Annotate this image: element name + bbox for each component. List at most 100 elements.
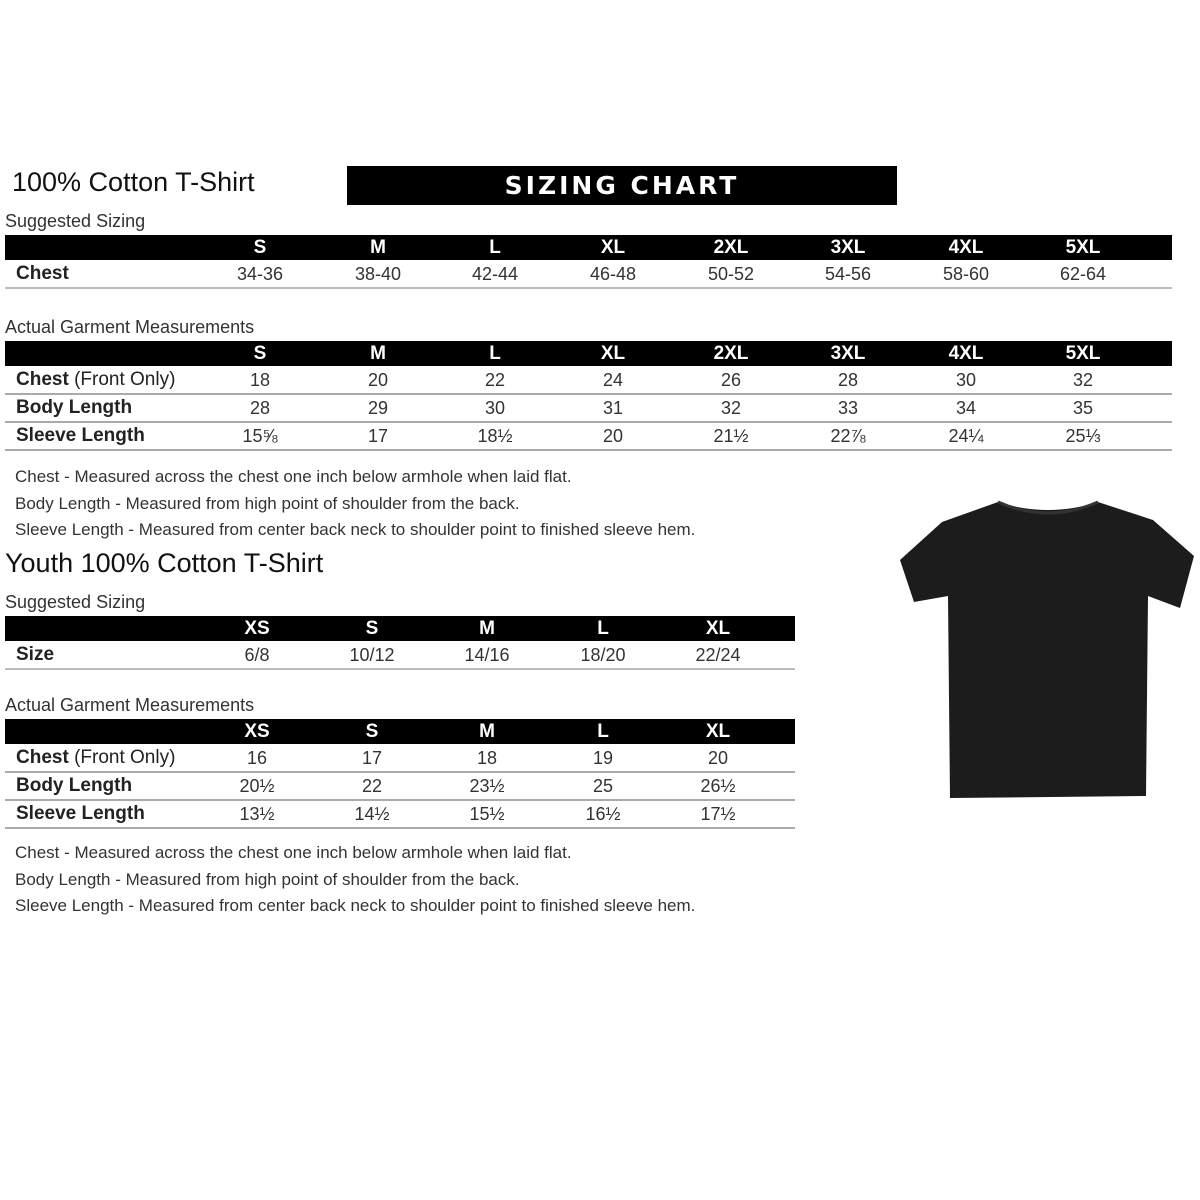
table-row: Body Length 28 29 30 31 32 33 34 35 — [5, 394, 1172, 423]
table-cell: 26 — [720, 370, 742, 390]
size-header: 4XL — [948, 343, 984, 364]
table-cell: 18½ — [477, 426, 513, 446]
header-bar: S M L XL 2XL 3XL 4XL 5XL — [5, 235, 1172, 260]
table-row: Sleeve Length 15⅝ 17 18½ 20 21½ 22⅞ 24¼ 25⅓ — [5, 422, 1172, 451]
size-header: 3XL — [830, 237, 866, 258]
table-cell: 54-56 — [824, 264, 872, 284]
table-cell: 24¼ — [948, 426, 984, 446]
note-line: Chest - Measured across the chest one in… — [15, 843, 572, 862]
table-cell: 24 — [602, 370, 624, 390]
size-header: M — [479, 721, 495, 742]
size-header: M — [479, 618, 495, 639]
note-line: Sleeve Length - Measured from center bac… — [15, 896, 696, 915]
table-cell: 33 — [837, 398, 859, 418]
table-cell: 18 — [249, 370, 271, 390]
adult-suggested-label: Suggested Sizing — [5, 211, 146, 231]
size-header: L — [597, 618, 609, 639]
table-cell: 18 — [476, 748, 498, 768]
table-cell: 32 — [720, 398, 742, 418]
table-cell: 22⅞ — [830, 426, 866, 446]
table-row: Chest (Front Only) 18 20 22 24 26 28 30 32 — [5, 366, 1172, 395]
table-cell: 62-64 — [1059, 264, 1107, 284]
table-cell: 35 — [1072, 398, 1094, 418]
table-cell: 29 — [367, 398, 389, 418]
size-header: 3XL — [830, 343, 866, 364]
table-cell: 18/20 — [580, 645, 626, 665]
table-cell: 34 — [955, 398, 977, 418]
size-header: 5XL — [1065, 237, 1101, 258]
table-cell: 23½ — [469, 776, 505, 796]
table-cell: 25 — [592, 776, 614, 796]
table-cell: 21½ — [713, 426, 749, 446]
table-cell: 58-60 — [942, 264, 990, 284]
note-line: Body Length - Measured from high point o… — [15, 869, 520, 889]
size-header: L — [597, 721, 609, 742]
size-header: 2XL — [713, 343, 749, 364]
note-line: Sleeve Length - Measured from center bac… — [15, 520, 696, 539]
table-cell: 20½ — [239, 776, 275, 796]
table-cell: 42-44 — [471, 264, 519, 284]
table-cell: 38-40 — [354, 264, 402, 284]
table-cell: 20 — [367, 370, 389, 390]
row-label-wrap: Chest (Front Only) — [16, 369, 175, 391]
table-cell: 19 — [592, 748, 614, 768]
table-cell: 22 — [484, 370, 506, 390]
table-cell: 22/24 — [695, 645, 741, 665]
row-label: Chest — [16, 263, 69, 284]
size-header: M — [370, 237, 386, 258]
youth-suggested-label: Suggested Sizing — [5, 592, 146, 612]
size-header: 4XL — [948, 237, 984, 258]
table-cell: 25⅓ — [1065, 426, 1101, 446]
size-header: 5XL — [1065, 343, 1101, 364]
table-cell: 6/8 — [244, 645, 270, 665]
table-row: Size 6/8 10/12 14/16 18/20 22/24 — [5, 641, 795, 670]
youth-title: Youth 100% Cotton T-Shirt — [5, 548, 324, 578]
table-cell: 34-36 — [236, 264, 284, 284]
table-row: Sleeve Length 13½ 14½ 15½ 16½ 17½ — [5, 800, 795, 829]
size-header: XL — [705, 618, 731, 639]
row-label: Chest — [16, 747, 69, 768]
table-cell: 17 — [367, 426, 389, 446]
size-header: XS — [244, 721, 270, 742]
adult-title: 100% Cotton T-Shirt — [12, 167, 255, 197]
note-line: Body Length - Measured from high point o… — [15, 493, 520, 513]
table-row: Chest (Front Only) 16 17 18 19 20 — [5, 744, 795, 773]
table-row: Chest 34-36 38-40 42-44 46-48 50-52 54-56 58-60… — [5, 260, 1172, 289]
table-cell: 22 — [361, 776, 383, 796]
table-cell: 20 — [707, 748, 729, 768]
row-label: Sleeve Length — [16, 803, 145, 824]
table-cell: 10/12 — [349, 645, 395, 665]
table-cell: 30 — [484, 398, 506, 418]
table-cell: 28 — [837, 370, 859, 390]
row-label: Body Length — [16, 775, 133, 796]
table-cell: 20 — [602, 426, 624, 446]
table-cell: 17½ — [700, 804, 736, 824]
note-line: Chest - Measured across the chest one in… — [15, 467, 572, 486]
table-cell: 50-52 — [707, 264, 755, 284]
row-label-wrap: Chest (Front Only) — [16, 747, 175, 769]
row-label-extra: (Front Only) — [68, 747, 176, 768]
table-cell: 13½ — [239, 804, 275, 824]
size-header: M — [370, 343, 386, 364]
adult-actual-label: Actual Garment Measurements — [5, 317, 255, 337]
size-header: XS — [244, 618, 270, 639]
size-header: S — [365, 618, 379, 639]
youth-actual-label: Actual Garment Measurements — [5, 695, 255, 715]
row-label-extra: (Front Only) — [68, 369, 176, 390]
size-header: 2XL — [713, 237, 749, 258]
row-label: Body Length — [16, 397, 133, 418]
row-label: Sleeve Length — [16, 425, 145, 446]
table-cell: 32 — [1072, 370, 1094, 390]
sizing-chart-banner: SIZING CHART — [347, 166, 897, 205]
table-cell: 14/16 — [464, 645, 510, 665]
size-header: L — [489, 237, 501, 258]
size-header: S — [253, 343, 267, 364]
table-cell: 15⅝ — [242, 426, 278, 446]
table-row: Body Length 20½ 22 23½ 25 26½ — [5, 772, 795, 801]
table-cell: 30 — [955, 370, 977, 390]
table-cell: 16 — [246, 748, 268, 768]
size-header: XL — [600, 237, 626, 258]
table-cell: 17 — [361, 748, 383, 768]
header-bar: S M L XL 2XL 3XL 4XL 5XL — [5, 341, 1172, 366]
